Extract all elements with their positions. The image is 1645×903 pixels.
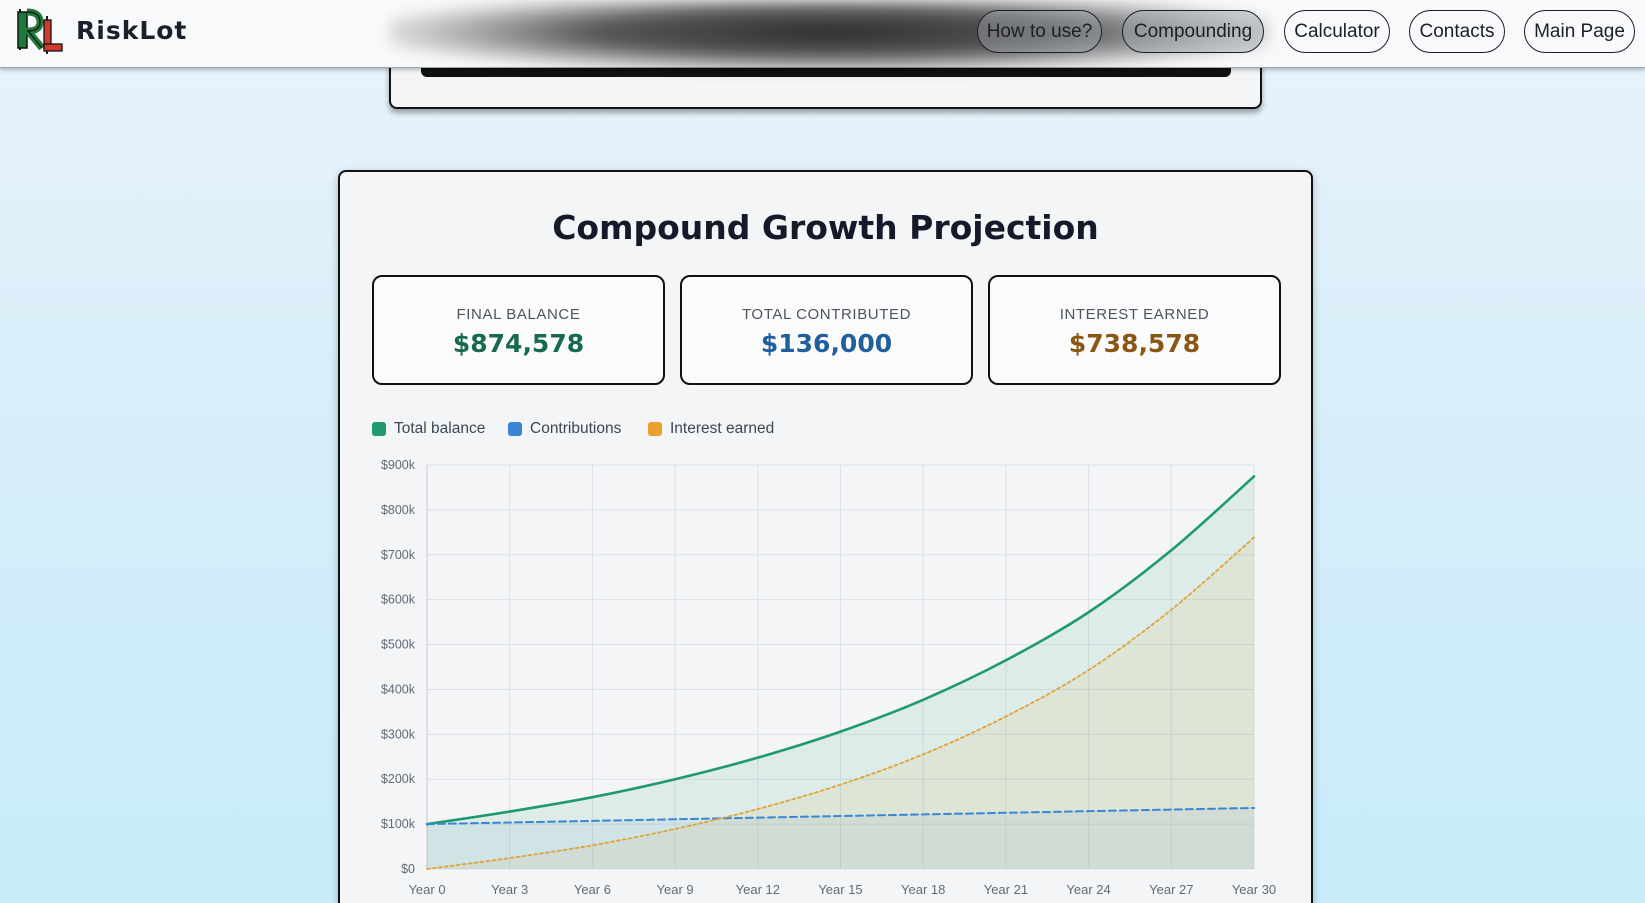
brand-name[interactable]: RiskLot (76, 16, 188, 45)
stat-final-balance: FINAL BALANCE $874,578 (372, 275, 665, 385)
x-tick-label: Year 9 (657, 882, 694, 897)
x-tick-label: Year 24 (1066, 882, 1110, 897)
legend-swatch (508, 422, 522, 436)
nav-main-page-button[interactable]: Main Page (1524, 10, 1635, 53)
y-tick-label: $0 (401, 862, 415, 876)
y-tick-label: $400k (381, 682, 416, 696)
y-tick-label: $900k (381, 458, 416, 472)
y-tick-label: $700k (381, 548, 416, 562)
nav-how-to-use-button[interactable]: How to use? (977, 10, 1102, 53)
nav-calculator-button[interactable]: Calculator (1284, 10, 1390, 53)
risklot-logo-icon[interactable] (16, 6, 64, 56)
card-title: Compound Growth Projection (552, 208, 1099, 247)
legend-contributions[interactable]: Contributions (508, 420, 621, 438)
y-tick-label: $800k (381, 503, 416, 517)
stat-value: $874,578 (452, 329, 585, 358)
interest-earned-area (427, 537, 1254, 869)
x-tick-label: Year 0 (408, 882, 445, 897)
y-tick-label: $600k (381, 593, 416, 607)
stat-value: $136,000 (760, 329, 893, 358)
y-tick-label: $500k (381, 638, 416, 652)
stat-label: INTEREST EARNED (1059, 306, 1210, 323)
legend-swatch (648, 422, 662, 436)
x-tick-label: Year 3 (491, 882, 528, 897)
y-tick-label: $200k (381, 772, 416, 786)
legend-total-balance[interactable]: Total balance (372, 420, 485, 438)
stat-label: TOTAL CONTRIBUTED (741, 306, 912, 323)
legend-label: Total balance (394, 420, 486, 437)
legend-interest-earned[interactable]: Interest earned (648, 420, 774, 438)
projection-card: Compound Growth Projection FINAL BALANCE… (338, 170, 1313, 903)
x-tick-label: Year 18 (901, 882, 945, 897)
x-tick-label: Year 15 (818, 882, 862, 897)
growth-chart: $0 $100k $200k $300k $400k $500k $600k $700k $80… (381, 458, 1276, 897)
nav-contacts-button[interactable]: Contacts (1409, 10, 1505, 53)
total-balance-line (425, 475, 1256, 826)
site-header: RiskLot (0, 0, 1645, 72)
y-tick-label: $300k (381, 727, 416, 741)
x-tick-label: Year 30 (1232, 882, 1276, 897)
legend-label: Interest earned (670, 420, 775, 437)
y-tick-label: $100k (381, 817, 416, 831)
total-balance-area (427, 476, 1254, 869)
x-tick-label: Year 27 (1149, 882, 1193, 897)
contributions-area (427, 807, 1254, 869)
stat-value: $738,578 (1068, 329, 1201, 358)
stat-total-contributed: TOTAL CONTRIBUTED $136,000 (680, 275, 973, 385)
x-tick-label: Year 12 (736, 882, 780, 897)
nav-compounding-button[interactable]: Compounding (1122, 10, 1264, 53)
interest-earned-line (426, 536, 1255, 870)
stat-label: FINAL BALANCE (456, 306, 581, 323)
legend-swatch (372, 422, 386, 436)
x-tick-label: Year 6 (574, 882, 611, 897)
x-tick-label: Year 21 (984, 882, 1028, 897)
stat-interest-earned: INTEREST EARNED $738,578 (988, 275, 1281, 385)
legend-label: Contributions (530, 420, 622, 437)
contributions-line (426, 806, 1255, 826)
